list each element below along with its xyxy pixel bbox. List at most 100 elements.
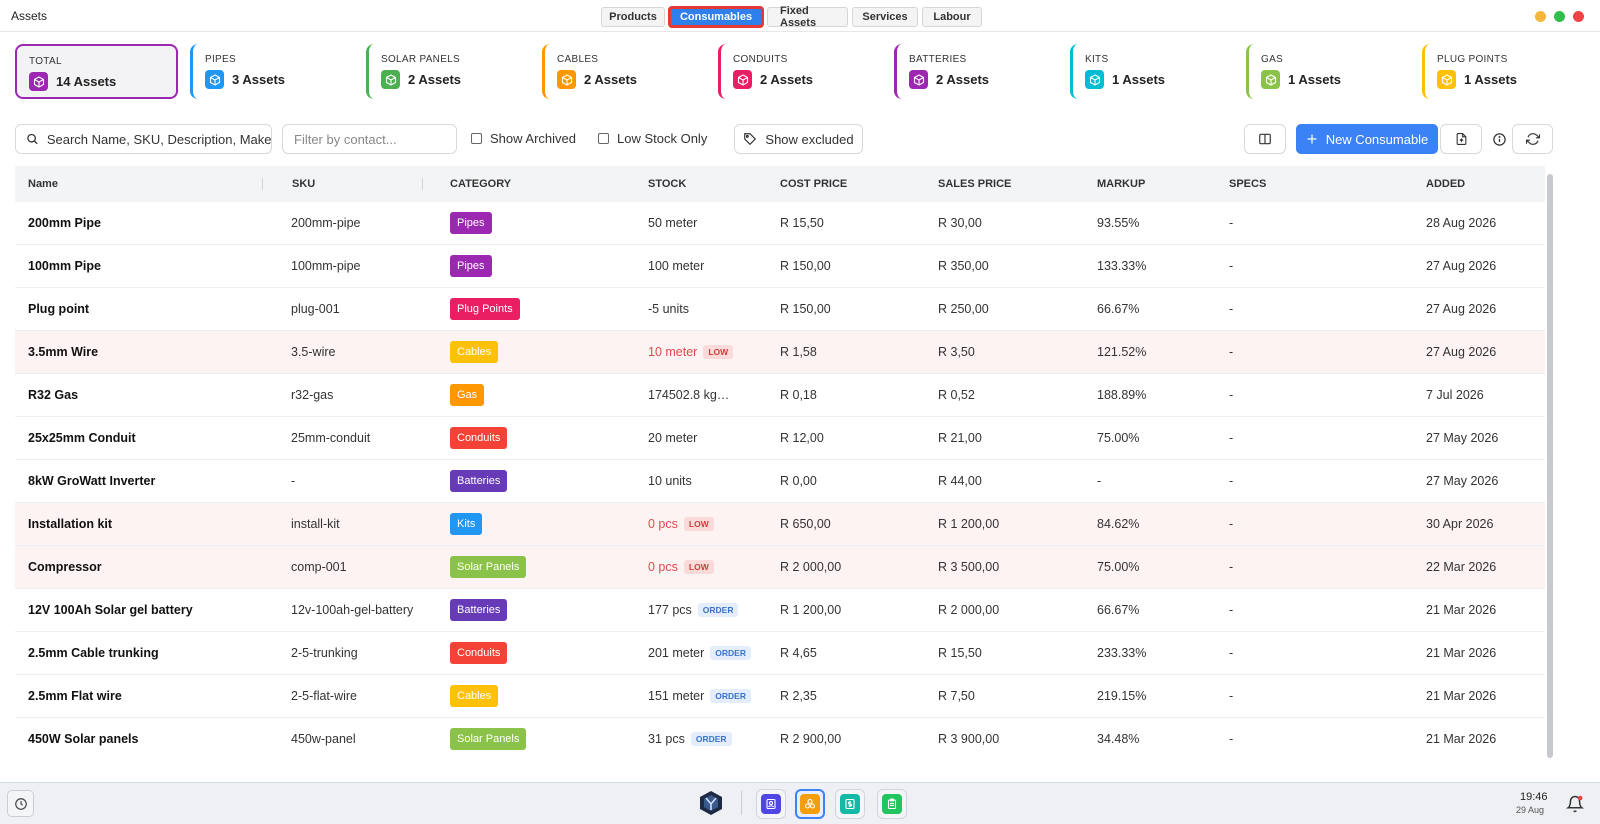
- tab-labour[interactable]: Labour: [922, 7, 982, 27]
- cell-added: 27 Aug 2026: [1426, 345, 1497, 359]
- summary-card-pipes[interactable]: PIPES 3 Assets: [190, 44, 354, 99]
- category-badge: Cables: [450, 341, 499, 363]
- info-button[interactable]: [1488, 124, 1510, 154]
- cell-cost-price: R 12,00: [780, 431, 824, 445]
- cell-specs: -: [1229, 302, 1234, 316]
- box-icon: [205, 70, 224, 89]
- table-row[interactable]: Installation kit install-kit Kits 0 pcs LOW R…: [15, 503, 1545, 546]
- window-title: Assets: [11, 9, 48, 23]
- columns-icon: [1259, 133, 1271, 145]
- new-consumable-button[interactable]: New Consumable: [1296, 124, 1438, 154]
- summary-card-conduits[interactable]: CONDUITS 2 Assets: [718, 44, 882, 99]
- category-badge: Solar Panels: [450, 556, 527, 578]
- low-stock-toggle[interactable]: Low Stock Only: [598, 131, 707, 146]
- columns-button[interactable]: [1244, 124, 1286, 154]
- table-row[interactable]: 450W Solar panels 450w-panel Solar Panels 3…: [15, 718, 1545, 760]
- cell-markup: 75.00%: [1097, 431, 1140, 445]
- table-row[interactable]: 100mm Pipe 100mm-pipe Pipes 100 meter R 150,…: [15, 245, 1545, 288]
- file-export-icon: [1456, 133, 1466, 145]
- col-header-sales-price[interactable]: SALES PRICE: [938, 178, 1012, 190]
- show-archived-checkbox[interactable]: [471, 133, 482, 144]
- contact-filter[interactable]: [282, 124, 457, 154]
- cell-sku: 450w-panel: [291, 732, 356, 746]
- taskbar-app-invoice[interactable]: [835, 789, 865, 819]
- table-row[interactable]: 3.5mm Wire 3.5-wire Cables 10 meter LOW R 1,5…: [15, 331, 1545, 374]
- tab-consumables[interactable]: Consumables: [669, 7, 763, 27]
- table-row[interactable]: 2.5mm Cable trunking 2-5-trunking Conduits…: [15, 632, 1545, 675]
- summary-card-solar-panels[interactable]: SOLAR PANELS 2 Assets: [366, 44, 530, 99]
- cell-added: 27 May 2026: [1426, 474, 1499, 488]
- table-row[interactable]: 2.5mm Flat wire 2-5-flat-wire Cables 151 me…: [15, 675, 1545, 718]
- cell-name: R32 Gas: [28, 388, 79, 402]
- tab-fixed-assets[interactable]: Fixed Assets: [767, 5, 848, 29]
- col-header-name[interactable]: Name: [28, 178, 58, 190]
- export-button[interactable]: [1440, 124, 1482, 154]
- cell-stock-value: 50 meter: [648, 216, 698, 230]
- cell-specs: -: [1229, 560, 1234, 574]
- col-header-specs[interactable]: SPECS: [1229, 178, 1267, 190]
- col-header-added[interactable]: ADDED: [1426, 178, 1466, 190]
- cell-specs: -: [1229, 431, 1234, 445]
- cell-specs: -: [1229, 259, 1234, 273]
- cell-sales-price: R 2 000,00: [938, 603, 1000, 617]
- cell-sales-price: R 44,00: [938, 474, 982, 488]
- module-tabs: Products Consumables Fixed Assets Servic…: [601, 5, 982, 29]
- summary-card-batteries[interactable]: BATTERIES 2 Assets: [894, 44, 1058, 99]
- table-row[interactable]: 12V 100Ah Solar gel battery 12v-100ah-gel…: [15, 589, 1545, 632]
- summary-card-count: 2 Assets: [936, 72, 989, 87]
- col-header-sku[interactable]: SKU: [292, 178, 316, 190]
- cell-markup: 233.33%: [1097, 646, 1147, 660]
- summary-card-cables[interactable]: CABLES 2 Assets: [542, 44, 706, 99]
- table-scrollbar[interactable]: [1547, 174, 1553, 758]
- table-row[interactable]: 8kW GroWatt Inverter - Batteries 10 units R …: [15, 460, 1545, 503]
- column-resize-handle[interactable]: [262, 178, 263, 190]
- taskbar: 19:46 29 Aug: [0, 782, 1600, 824]
- summary-card-total[interactable]: TOTAL 14 Assets: [15, 44, 178, 99]
- col-header-cost-price[interactable]: COST PRICE: [780, 178, 848, 190]
- category-badge: Kits: [450, 513, 483, 535]
- taskbar-app-clipboard[interactable]: [877, 789, 907, 819]
- cell-sales-price: R 1 200,00: [938, 517, 1000, 531]
- cell-name: 25x25mm Conduit: [28, 431, 136, 445]
- col-header-stock[interactable]: STOCK: [648, 178, 687, 190]
- table-row[interactable]: Compressor comp-001 Solar Panels 0 pcs LOW R …: [15, 546, 1545, 589]
- contact-filter-input[interactable]: [294, 131, 456, 147]
- refresh-button[interactable]: [1512, 124, 1553, 154]
- tag-icon: [744, 133, 757, 146]
- table-row[interactable]: R32 Gas r32-gas Gas 174502.8 kg… R 0,18 R 0,5…: [15, 374, 1545, 417]
- search-box[interactable]: [15, 124, 272, 154]
- close-button[interactable]: [1573, 11, 1584, 22]
- history-button[interactable]: [7, 790, 34, 817]
- table-row[interactable]: Plug point plug-001 Plug Points -5 units R 1…: [15, 288, 1545, 331]
- col-header-category[interactable]: CATEGORY: [450, 178, 512, 190]
- cell-cost-price: R 150,00: [780, 259, 831, 273]
- minimize-button[interactable]: [1535, 11, 1546, 22]
- table-row[interactable]: 25x25mm Conduit 25mm-conduit Conduits 20 me…: [15, 417, 1545, 460]
- cell-sales-price: R 250,00: [938, 302, 989, 316]
- taskbar-divider: [741, 791, 742, 815]
- show-archived-toggle[interactable]: Show Archived: [471, 131, 576, 146]
- low-stock-checkbox[interactable]: [598, 133, 609, 144]
- app-logo[interactable]: [697, 789, 725, 817]
- cell-sku: 12v-100ah-gel-battery: [291, 603, 414, 617]
- notifications-bell-icon[interactable]: [1566, 795, 1584, 813]
- cell-markup: 34.48%: [1097, 732, 1140, 746]
- cell-cost-price: R 2,35: [780, 689, 817, 703]
- taskbar-app-assets[interactable]: [795, 789, 825, 819]
- maximize-button[interactable]: [1554, 11, 1565, 22]
- cell-sales-price: R 3,50: [938, 345, 975, 359]
- summary-card-plug-points[interactable]: PLUG POINTS 1 Assets: [1422, 44, 1586, 99]
- column-resize-handle[interactable]: [422, 178, 423, 190]
- table-row[interactable]: 200mm Pipe 200mm-pipe Pipes 50 meter R 15,50…: [15, 202, 1545, 245]
- stock-status-badge: ORDER: [710, 646, 751, 660]
- box-icon: [1085, 70, 1104, 89]
- search-input[interactable]: [46, 131, 271, 147]
- stock-status-badge: LOW: [683, 517, 714, 531]
- summary-card-kits[interactable]: KITS 1 Assets: [1070, 44, 1234, 99]
- show-excluded-button[interactable]: Show excluded: [734, 124, 863, 154]
- taskbar-app-contacts[interactable]: [756, 789, 786, 819]
- col-header-markup[interactable]: MARKUP: [1097, 178, 1146, 190]
- tab-services[interactable]: Services: [852, 7, 918, 27]
- tab-products[interactable]: Products: [601, 7, 665, 27]
- summary-card-gas[interactable]: GAS 1 Assets: [1246, 44, 1410, 99]
